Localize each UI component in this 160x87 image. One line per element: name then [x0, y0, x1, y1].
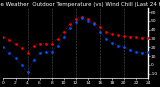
- Title: Milwaukee Weather  Outdoor Temperature (vs) Wind Chill (Last 24 Hours): Milwaukee Weather Outdoor Temperature (v…: [0, 2, 160, 7]
